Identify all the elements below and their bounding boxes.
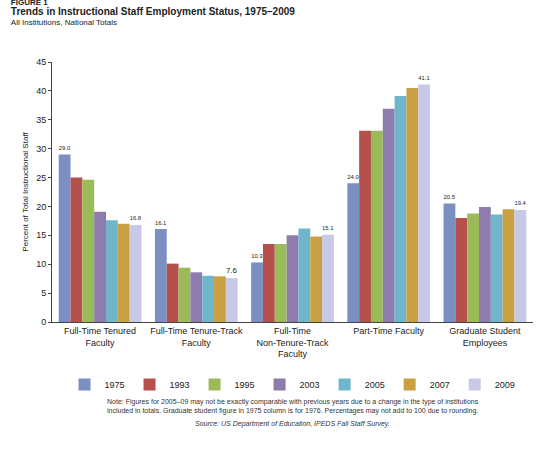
svg-text:2009: 2009: [495, 380, 515, 390]
svg-text:40: 40: [36, 86, 46, 96]
svg-text:16.1: 16.1: [155, 220, 166, 226]
svg-text:Full-Time TenuredFaculty: Full-Time TenuredFaculty: [64, 326, 136, 348]
svg-text:15: 15: [36, 230, 46, 240]
svg-text:Source: US Department of Educa: Source: US Department of Education, IPED…: [195, 420, 390, 428]
svg-text:45: 45: [36, 57, 46, 67]
svg-text:10: 10: [36, 259, 46, 269]
svg-text:7.6: 7.6: [226, 266, 238, 275]
svg-text:0: 0: [41, 317, 46, 327]
svg-text:2005: 2005: [365, 380, 385, 390]
svg-text:1995: 1995: [235, 380, 255, 390]
svg-text:Percent of Total Instructional: Percent of Total Instructional Staff: [21, 132, 30, 252]
svg-text:25: 25: [36, 173, 46, 183]
svg-text:Full-Time Tenure-TrackFaculty: Full-Time Tenure-TrackFaculty: [150, 326, 243, 348]
svg-text:5: 5: [41, 288, 46, 298]
svg-text:FIGURE 1Trends in Instructiona: FIGURE 1Trends in Instructional Staff Em…: [11, 0, 295, 27]
svg-text:1993: 1993: [170, 380, 190, 390]
svg-text:Full-TimeNon-Tenure-TrackFacul: Full-TimeNon-Tenure-TrackFaculty: [256, 326, 329, 359]
svg-text:29.0: 29.0: [59, 145, 71, 151]
svg-text:2007: 2007: [430, 380, 450, 390]
svg-text:Graduate StudentEmployees: Graduate StudentEmployees: [449, 326, 521, 348]
svg-text:10.3: 10.3: [251, 253, 262, 259]
svg-text:16.8: 16.8: [130, 215, 141, 221]
svg-text:Note: Figures for 2005–09 may: Note: Figures for 2005–09 may not be exa…: [107, 398, 479, 415]
svg-text:1975: 1975: [105, 380, 125, 390]
svg-text:19.4: 19.4: [514, 200, 526, 206]
svg-text:Part-Time Faculty: Part-Time Faculty: [353, 326, 424, 336]
svg-text:41.1: 41.1: [418, 75, 429, 81]
svg-text:35: 35: [36, 115, 46, 125]
svg-text:20.5: 20.5: [444, 194, 456, 200]
svg-text:2003: 2003: [300, 380, 320, 390]
svg-text:24.0: 24.0: [347, 174, 359, 180]
svg-text:30: 30: [36, 144, 46, 154]
svg-text:15.1: 15.1: [322, 225, 333, 231]
svg-text:20: 20: [36, 202, 46, 212]
